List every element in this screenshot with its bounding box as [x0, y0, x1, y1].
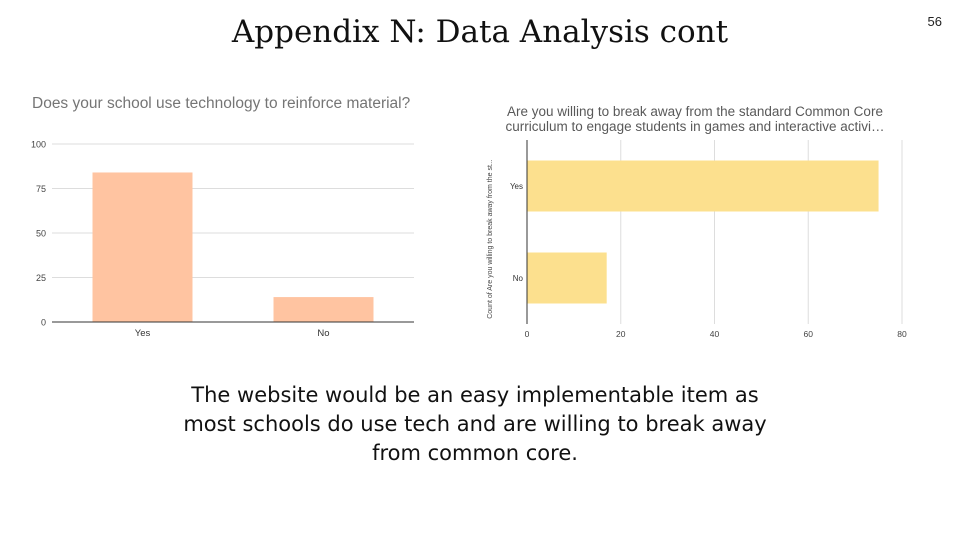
- chart1-bar: [92, 172, 193, 322]
- chart2-x-tick-label: 60: [804, 329, 814, 339]
- chart1-y-tick-label: 75: [36, 184, 46, 194]
- chart1-title: Does your school use technology to reinf…: [32, 95, 411, 112]
- chart2-title-line-2: curriculum to engage students in games a…: [505, 119, 885, 134]
- chart1-y-tick-label: 100: [31, 140, 46, 150]
- chart2-x-tick-label: 80: [897, 329, 907, 339]
- chart2-bar: [527, 160, 879, 212]
- chart1-x-tick-label: Yes: [135, 328, 151, 339]
- chart2-y-tick-label: No: [513, 274, 524, 283]
- chart1-x-tick-label: No: [317, 328, 329, 339]
- chart1-y-tick-label: 25: [36, 273, 46, 283]
- slide-caption: The website would be an easy implementab…: [183, 383, 767, 465]
- chart2-x-tick-label: 20: [616, 329, 626, 339]
- chart2-x-tick-label: 40: [710, 329, 720, 339]
- chart2-y-tick-label: Yes: [510, 182, 523, 191]
- chart2-title-line-1: Are you willing to break away from the s…: [507, 104, 883, 119]
- chart2-y-axis-title: Count of Are you willing to break away f…: [487, 159, 494, 319]
- chart2-x-tick-label: 0: [525, 329, 530, 339]
- chart1-y-tick-label: 0: [41, 318, 46, 328]
- slide-title: Appendix N: Data Analysis cont: [231, 14, 729, 50]
- slide-number: 56: [927, 14, 942, 29]
- chart2-title: Are you willing to break away from the s…: [470, 104, 920, 134]
- chart1-y-tick-label: 50: [36, 229, 46, 239]
- chart2-bar: [527, 252, 607, 304]
- chart1-bar: [273, 297, 374, 322]
